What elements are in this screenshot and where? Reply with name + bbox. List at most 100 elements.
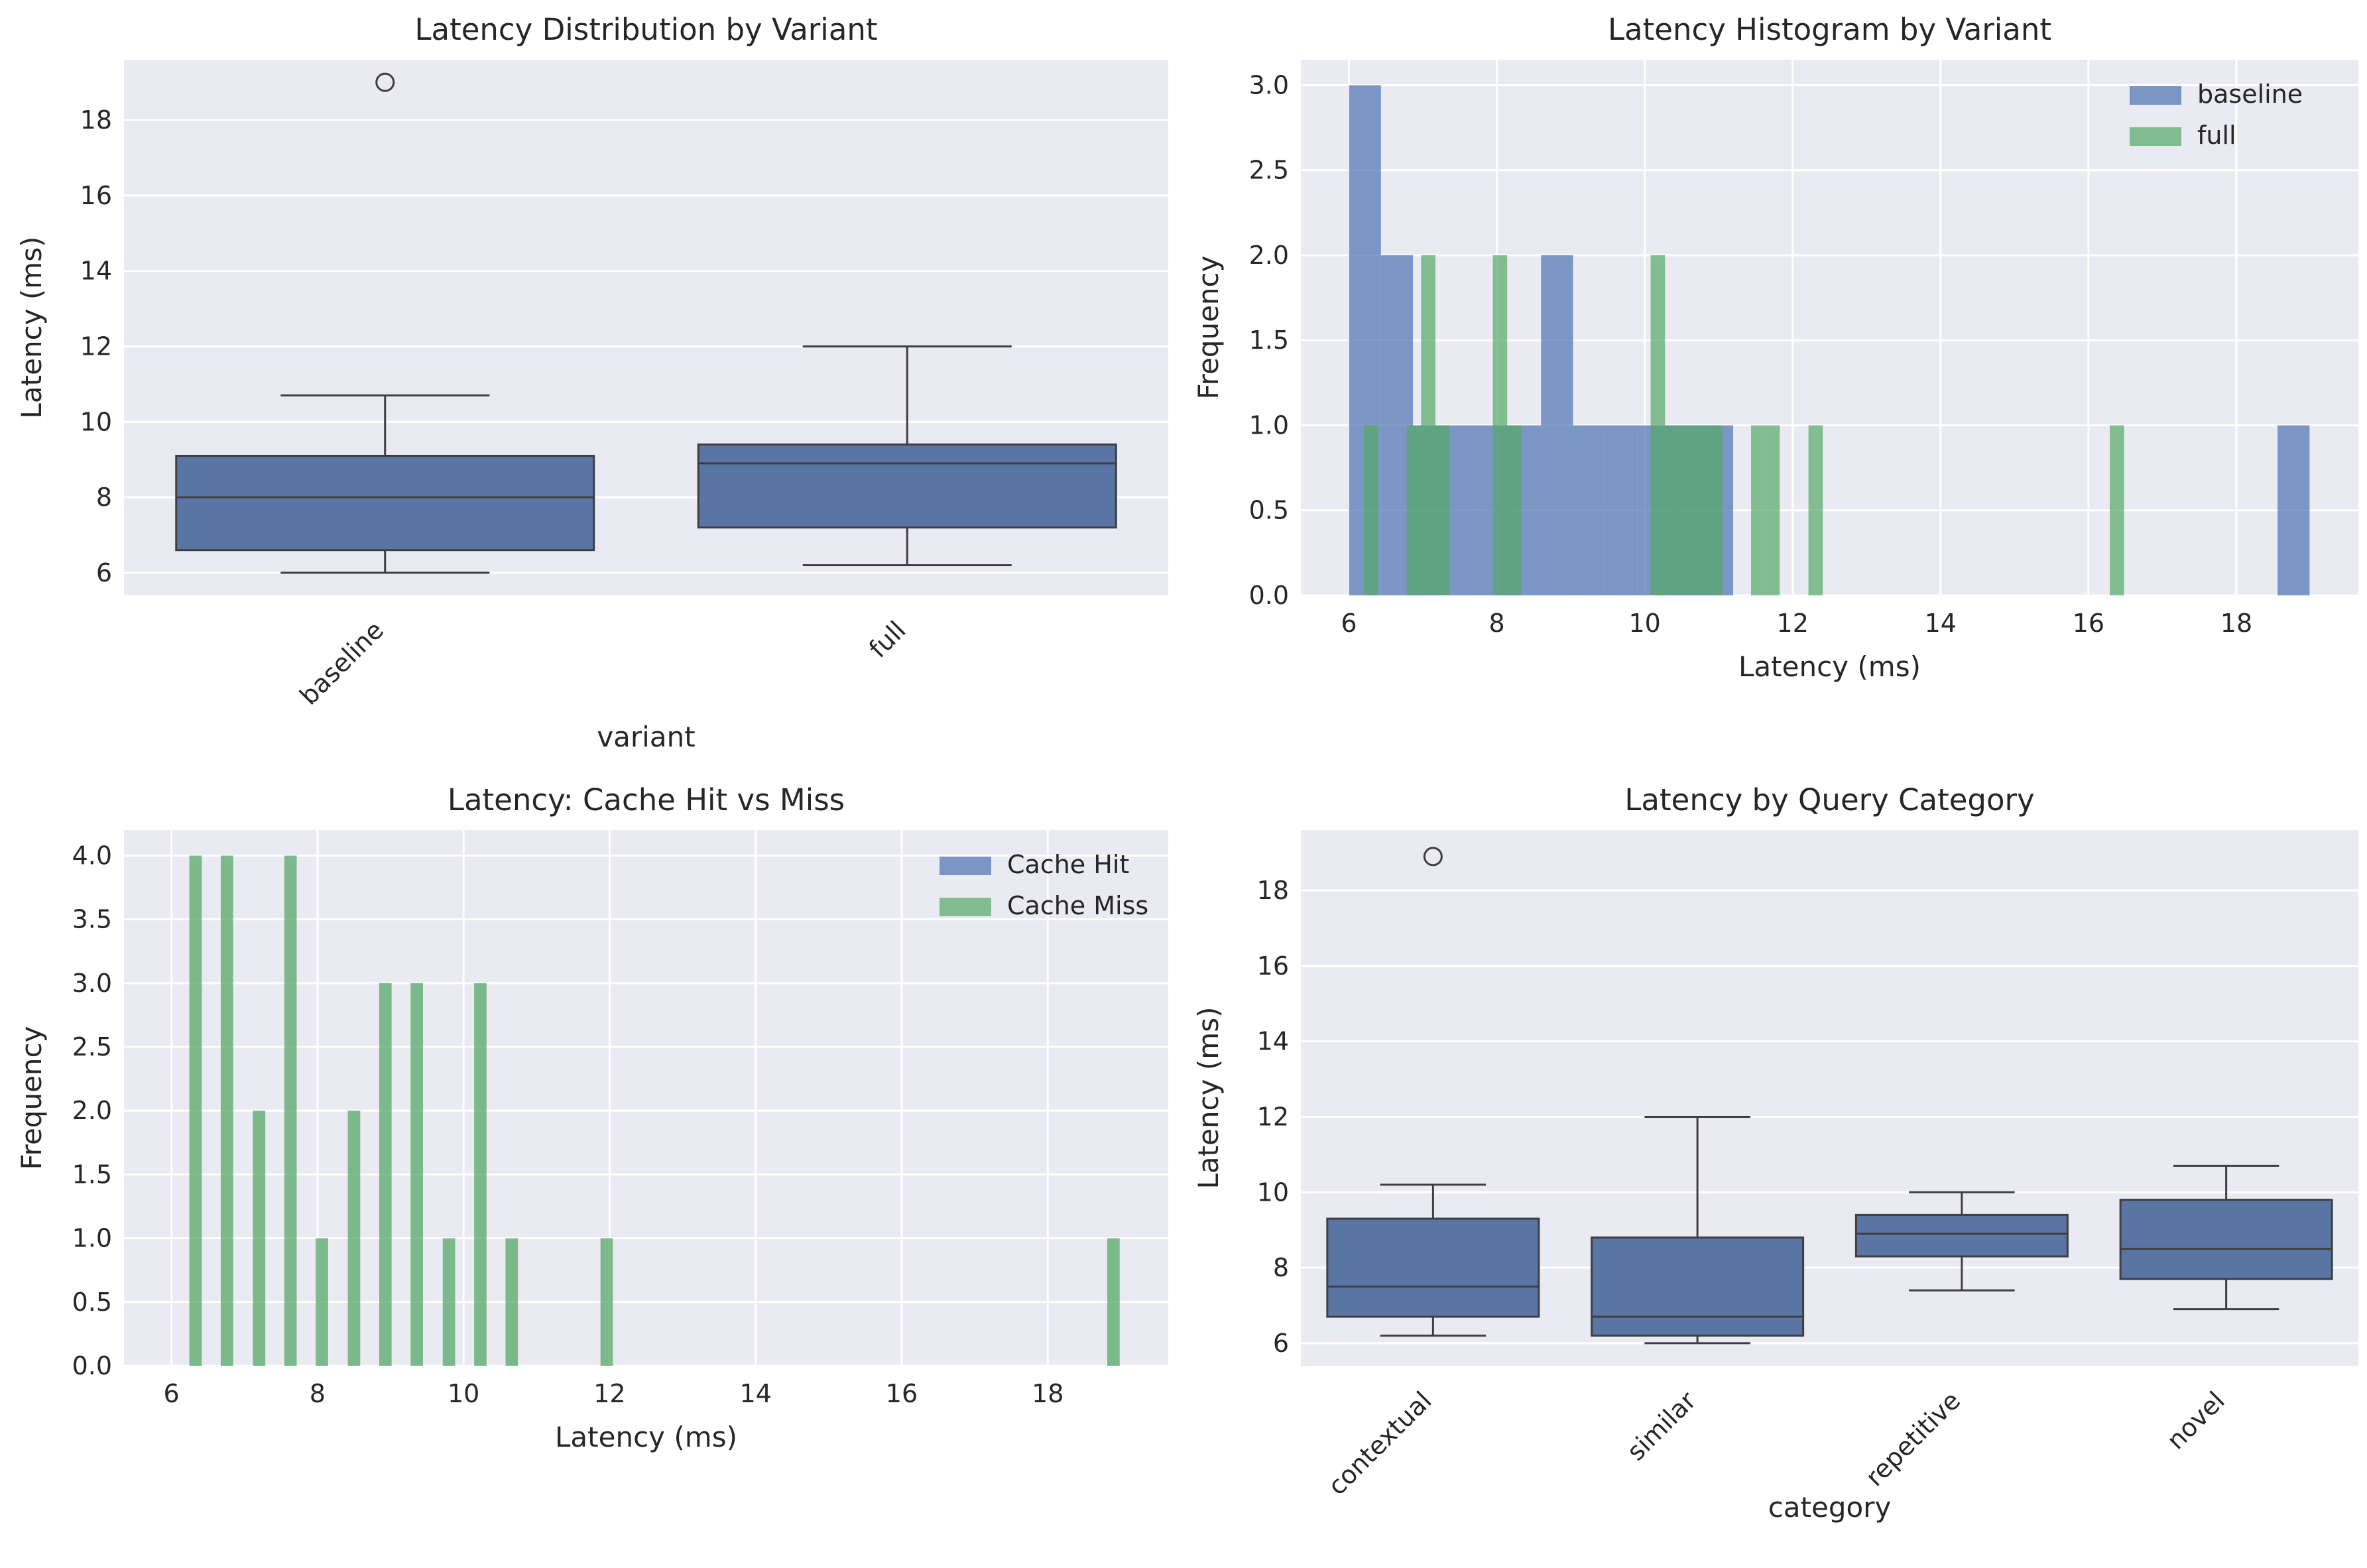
legend-swatch (940, 898, 991, 916)
y-tick-label: 12 (80, 332, 112, 361)
y-axis-label: Frequency (15, 1026, 48, 1170)
outlier-point (375, 72, 395, 92)
x-tick-label: 10 (448, 1379, 479, 1408)
x-tick-label: 8 (1488, 609, 1504, 638)
y-tick-label: 1.0 (1249, 410, 1289, 440)
legend: baseline full (2130, 80, 2303, 150)
histogram-bar (1507, 425, 1522, 595)
panel-variant-hist: 0.0 0.5 1.0 1.5 2.0 2.5 3.0 Latency Histogram b… (1192, 12, 2358, 683)
y-tick-label: 8 (1273, 1253, 1289, 1282)
x-tick-label: 14 (740, 1379, 772, 1408)
y-axis-label: Latency (ms) (1192, 1007, 1225, 1189)
y-tick-label: 6 (96, 558, 112, 587)
series-full (1363, 255, 2124, 595)
x-tick-label: 16 (2073, 609, 2104, 638)
histogram-bar (1708, 425, 1723, 595)
histogram-bar (1541, 255, 1573, 595)
panel-variant-box: 6 8 10 12 14 16 18 Latency Distribution by Vari… (15, 12, 1168, 753)
legend-label: baseline (2197, 80, 2303, 109)
histogram-bar (1693, 425, 1709, 595)
y-tick-label: 12 (1257, 1102, 1289, 1131)
histogram-bar (505, 1238, 518, 1366)
histogram-bar (347, 1111, 361, 1366)
chart-title: Latency by Query Category (1624, 782, 2034, 817)
histogram-bar (1808, 425, 1823, 595)
histogram-bar (253, 1111, 266, 1366)
y-tick-label: 14 (80, 257, 112, 286)
histogram-bar (410, 983, 424, 1366)
legend-label: full (2197, 121, 2236, 150)
x-axis-label: Latency (ms) (1738, 650, 1921, 683)
box-similar (1591, 1115, 1805, 1345)
histogram-bar (1363, 425, 1378, 595)
legend-swatch (2130, 127, 2181, 146)
y-tick-label: 16 (1257, 951, 1289, 981)
chart-title: Latency Histogram by Variant (1608, 12, 2051, 47)
y-tick-label: 1.5 (72, 1160, 112, 1189)
x-tick-label: 12 (1777, 609, 1809, 638)
histogram-bar (1765, 425, 1780, 595)
x-tick-label: similar (1621, 1386, 1701, 1466)
y-tick-label: 16 (80, 181, 112, 210)
histogram-bar (379, 983, 392, 1366)
x-tick-label: contextual (1322, 1386, 1437, 1500)
iqr-box (1326, 1217, 1540, 1318)
histogram-bar (1406, 425, 1422, 595)
y-tick-label: 0.5 (1249, 496, 1289, 525)
chart-title: Latency Distribution by Variant (414, 12, 877, 47)
y-tick-label: 0.5 (72, 1288, 112, 1317)
histogram-bar (1107, 1238, 1120, 1366)
y-tick-label: 3.0 (72, 969, 112, 998)
y-tick-label: 0.0 (72, 1351, 112, 1380)
box-baseline (175, 72, 595, 574)
x-axis-label: category (1768, 1491, 1892, 1524)
box-contextual (1326, 847, 1540, 1337)
y-tick-label: 0.0 (1249, 581, 1289, 610)
box-repetitive (1854, 1191, 2069, 1292)
histogram-bar (1605, 425, 1638, 595)
legend: Cache Hit Cache Miss (940, 850, 1148, 920)
y-tick-label: 18 (1257, 876, 1289, 905)
x-tick-label: novel (2161, 1386, 2230, 1455)
y-tick-label: 10 (1257, 1177, 1289, 1207)
histogram-bar (1445, 425, 1477, 595)
x-tick-label: 12 (593, 1379, 625, 1408)
y-tick-label: 6 (1273, 1329, 1289, 1358)
legend-label: Cache Miss (1007, 891, 1148, 920)
x-tick-label: 18 (2220, 609, 2252, 638)
y-tick-label: 2.0 (72, 1096, 112, 1125)
x-tick-label: 18 (1032, 1379, 1063, 1408)
x-axis-label: Latency (ms) (555, 1421, 737, 1453)
chart-title: Latency: Cache Hit vs Miss (448, 782, 845, 817)
iqr-box (2119, 1199, 2333, 1280)
x-tick-label: 16 (886, 1379, 918, 1408)
iqr-box (175, 454, 595, 552)
histogram-bar (1751, 425, 1766, 595)
histogram-bar (220, 855, 233, 1366)
histogram-bar (1573, 425, 1605, 595)
legend-swatch (2130, 86, 2181, 105)
histogram-bar (316, 1238, 328, 1366)
histogram-bar (189, 855, 202, 1366)
panel-category-box: 6 8 10 12 14 16 18 Latency by Query Category Lat… (1192, 782, 2358, 1524)
histogram-bar (1679, 425, 1694, 595)
histogram-bar (2110, 425, 2124, 595)
histogram-bar (1650, 255, 1666, 595)
y-tick-label: 4.0 (72, 841, 112, 870)
box-novel (2119, 1164, 2333, 1311)
y-tick-label: 2.5 (1249, 156, 1289, 185)
histogram-bar (1492, 255, 1508, 595)
histogram-bar (1665, 425, 1679, 595)
x-tick-label: baseline (294, 615, 389, 711)
histogram-bar (1421, 255, 1435, 595)
histogram-bar (2277, 425, 2310, 595)
y-tick-label: 2.0 (1249, 241, 1289, 270)
x-tick-label: 6 (163, 1379, 179, 1408)
y-tick-label: 2.5 (72, 1032, 112, 1061)
histogram-bar (442, 1238, 455, 1366)
y-tick-label: 8 (96, 483, 112, 512)
x-tick-label: 8 (310, 1379, 326, 1408)
series-cache-miss (189, 855, 1120, 1366)
histogram-bar (600, 1238, 613, 1366)
